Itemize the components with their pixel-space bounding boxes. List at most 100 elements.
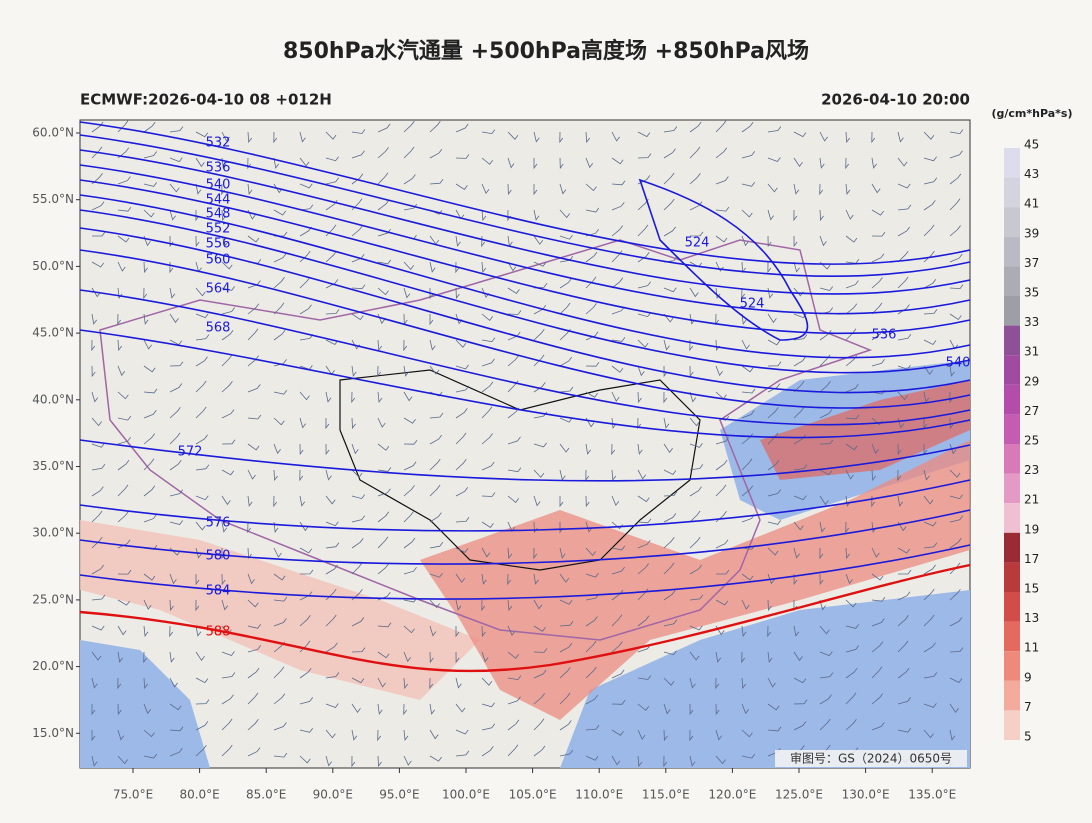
barb (507, 651, 520, 659)
barb (845, 183, 851, 195)
barb (949, 313, 962, 321)
barb (923, 588, 935, 601)
barb (689, 121, 702, 133)
barb (767, 651, 773, 663)
barb (455, 432, 467, 445)
barb (663, 536, 675, 549)
barb (403, 287, 411, 299)
barb (637, 518, 652, 524)
barb (325, 521, 339, 527)
lat-label: 40.0°N (32, 392, 74, 406)
barb (507, 436, 521, 445)
colorbar-label: 31 (1024, 345, 1039, 359)
barb (429, 148, 443, 159)
barb (819, 409, 833, 419)
barb (351, 225, 363, 237)
barb (819, 651, 833, 657)
barb (819, 573, 824, 586)
barb (507, 131, 519, 140)
barb (949, 538, 962, 549)
barb (377, 755, 382, 768)
barb (351, 173, 364, 185)
barb (455, 458, 467, 471)
barb (195, 495, 209, 501)
barb (117, 539, 131, 549)
barb (273, 302, 285, 315)
barb (533, 625, 546, 632)
barb (351, 313, 364, 321)
barb (845, 573, 853, 585)
barb (403, 461, 417, 471)
barb (117, 287, 123, 299)
barb (481, 521, 494, 528)
colorbar-label: 43 (1024, 167, 1039, 181)
lat-label: 45.0°N (32, 326, 74, 340)
barb (169, 677, 178, 688)
barb (429, 120, 441, 133)
barb (767, 383, 781, 393)
barb (689, 391, 697, 403)
barb (247, 157, 252, 170)
barb (949, 677, 963, 684)
barb (715, 147, 728, 159)
barb (767, 313, 777, 324)
barb (793, 495, 807, 501)
contour-label: 588 (206, 625, 231, 640)
barb (533, 669, 547, 679)
barb (117, 339, 123, 352)
barb (611, 495, 620, 507)
barb (741, 151, 756, 159)
barb (377, 703, 383, 715)
barb (533, 745, 546, 757)
barb (403, 365, 409, 377)
barb (767, 547, 779, 556)
contour-label: 560 (206, 253, 231, 268)
barb (221, 469, 235, 476)
barb (143, 388, 158, 394)
map-credit: 审图号：GS（2024）0650号 (790, 751, 952, 766)
barb (533, 599, 543, 610)
barb (663, 172, 675, 185)
barb (455, 517, 470, 523)
barb (663, 491, 678, 497)
barb (741, 410, 755, 419)
barb (403, 203, 418, 211)
barb (195, 721, 209, 731)
barb (663, 339, 670, 351)
barb (91, 201, 105, 211)
barb (871, 469, 877, 482)
barb (533, 209, 540, 221)
barb (91, 651, 102, 661)
barb (663, 513, 677, 523)
barb (455, 261, 460, 274)
barb (871, 573, 884, 581)
barb (949, 198, 961, 211)
barb (91, 391, 99, 403)
barb (533, 158, 538, 170)
barb (689, 339, 694, 352)
barb (481, 261, 487, 274)
colorbar-label: 33 (1024, 315, 1039, 329)
barb (247, 692, 259, 705)
barb (611, 669, 625, 679)
barb (871, 157, 877, 169)
barb (429, 729, 439, 740)
lon-label: 110.0°E (575, 788, 623, 802)
barb (923, 309, 938, 315)
barb (169, 383, 183, 393)
barb (325, 642, 338, 653)
barb (507, 355, 519, 367)
barb (663, 126, 678, 133)
barb (299, 183, 313, 189)
barb (377, 443, 390, 451)
barb (455, 287, 460, 300)
barb (663, 562, 675, 575)
barb (923, 339, 937, 346)
barb (377, 651, 390, 659)
contour-label: 580 (206, 549, 231, 564)
barb (507, 625, 516, 636)
valid-time: 2026-04-10 20:00 (821, 91, 970, 109)
barb (325, 703, 339, 708)
